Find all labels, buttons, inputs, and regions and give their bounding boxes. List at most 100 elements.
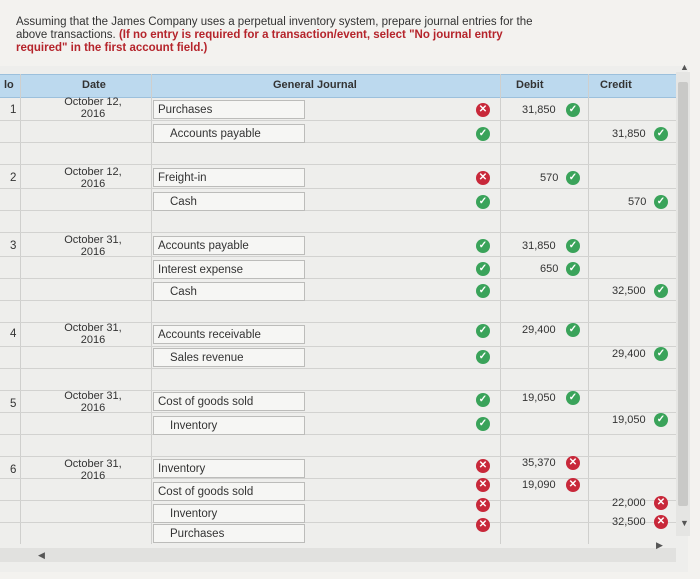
correct-icon: ✓ (566, 171, 580, 185)
incorrect-icon: ✕ (476, 478, 490, 492)
instructions-note-2: required" in the first account field.) (16, 42, 208, 54)
entry-date: October 31, 2016 (64, 390, 122, 414)
entry-number: 6 (10, 464, 17, 476)
entry-date: October 31, 2016 (64, 234, 122, 258)
incorrect-icon: ✕ (476, 103, 490, 117)
incorrect-icon: ✕ (476, 518, 490, 532)
header-date: Date (82, 79, 106, 91)
entry-date: October 12, 2016 (64, 166, 122, 190)
account-select[interactable]: Cost of goods sold (153, 392, 305, 411)
instructions-line1: Assuming that the James Company uses a p… (16, 16, 533, 28)
correct-icon: ✓ (476, 350, 490, 364)
correct-icon: ✓ (476, 284, 490, 298)
scroll-down-icon[interactable]: ▼ (680, 518, 689, 528)
col-divider (151, 74, 152, 544)
account-select[interactable]: Interest expense (153, 260, 305, 279)
correct-icon: ✓ (476, 262, 490, 276)
account-select[interactable]: Cash (153, 192, 305, 211)
horizontal-scrollbar[interactable] (0, 548, 676, 562)
row-divider (0, 120, 676, 121)
account-select[interactable]: Accounts payable (153, 124, 305, 143)
account-select[interactable]: Inventory (153, 459, 305, 478)
correct-icon: ✓ (654, 413, 668, 427)
account-select[interactable]: Freight-in (153, 168, 305, 187)
account-select[interactable]: Sales revenue (153, 348, 305, 367)
row-divider (0, 300, 676, 301)
correct-icon: ✓ (476, 324, 490, 338)
row-divider (0, 478, 676, 479)
header-credit: Credit (600, 79, 632, 91)
correct-icon: ✓ (654, 195, 668, 209)
row-divider (0, 390, 676, 391)
account-select[interactable]: Cash (153, 282, 305, 301)
correct-icon: ✓ (476, 393, 490, 407)
correct-icon: ✓ (566, 391, 580, 405)
scroll-up-icon[interactable]: ▲ (680, 62, 689, 72)
header-no: lo (4, 79, 14, 91)
credit-value[interactable]: 32,500 (612, 285, 646, 297)
debit-value[interactable]: 29,400 (522, 324, 556, 336)
correct-icon: ✓ (566, 262, 580, 276)
row-divider (0, 368, 676, 369)
row-divider (0, 142, 676, 143)
header-debit: Debit (516, 79, 544, 91)
row-divider (0, 232, 676, 233)
account-select[interactable]: Purchases (153, 100, 305, 119)
account-select[interactable]: Accounts payable (153, 236, 305, 255)
account-select[interactable]: Purchases (153, 524, 305, 543)
correct-icon: ✓ (566, 323, 580, 337)
credit-value[interactable]: 19,050 (612, 414, 646, 426)
account-select[interactable]: Cost of goods sold (153, 482, 305, 501)
incorrect-icon: ✕ (476, 459, 490, 473)
account-select[interactable]: Inventory (153, 416, 305, 435)
debit-value[interactable]: 31,850 (522, 104, 556, 116)
debit-value[interactable]: 650 (540, 263, 559, 275)
row-divider (0, 278, 676, 279)
row-divider (0, 346, 676, 347)
incorrect-icon: ✕ (654, 515, 668, 529)
debit-value[interactable]: 19,090 (522, 479, 556, 491)
correct-icon: ✓ (654, 127, 668, 141)
row-divider (0, 164, 676, 165)
entry-number: 5 (10, 398, 17, 410)
entry-number: 1 (10, 104, 17, 116)
vertical-scrollbar-thumb[interactable] (678, 82, 688, 506)
incorrect-icon: ✕ (566, 478, 580, 492)
credit-value[interactable]: 570 (628, 196, 647, 208)
col-divider (20, 74, 21, 544)
credit-value[interactable]: 31,850 (612, 128, 646, 140)
debit-value[interactable]: 31,850 (522, 240, 556, 252)
correct-icon: ✓ (476, 195, 490, 209)
debit-value[interactable]: 35,370 (522, 457, 556, 469)
credit-value[interactable]: 22,000 (612, 497, 646, 509)
scroll-left-icon[interactable]: ◀ (38, 550, 45, 560)
journal-table: lo Date General Journal Debit Credit 1 O… (0, 66, 688, 572)
row-divider (0, 456, 676, 457)
instructions-line2: above transactions. (16, 29, 116, 41)
row-divider (0, 500, 676, 501)
credit-value[interactable]: 32,500 (612, 516, 646, 528)
incorrect-icon: ✕ (476, 171, 490, 185)
correct-icon: ✓ (476, 417, 490, 431)
incorrect-icon: ✕ (566, 456, 580, 470)
correct-icon: ✓ (476, 127, 490, 141)
entry-date: October 12, 2016 (64, 96, 122, 120)
credit-value[interactable]: 29,400 (612, 348, 646, 360)
scroll-right-icon[interactable]: ▶ (656, 540, 663, 550)
instructions: Assuming that the James Company uses a p… (16, 16, 576, 55)
correct-icon: ✓ (654, 284, 668, 298)
debit-value[interactable]: 570 (540, 172, 559, 184)
account-select[interactable]: Inventory (153, 504, 305, 523)
col-divider (500, 74, 501, 544)
debit-value[interactable]: 19,050 (522, 392, 556, 404)
row-divider (0, 188, 676, 189)
entry-number: 4 (10, 328, 17, 340)
row-divider (0, 412, 676, 413)
header-general-journal: General Journal (273, 79, 357, 91)
correct-icon: ✓ (654, 347, 668, 361)
account-select[interactable]: Accounts receivable (153, 325, 305, 344)
entry-date: October 31, 2016 (64, 458, 122, 482)
entry-number: 2 (10, 172, 17, 184)
row-divider (0, 210, 676, 211)
entry-date: October 31, 2016 (64, 322, 122, 346)
